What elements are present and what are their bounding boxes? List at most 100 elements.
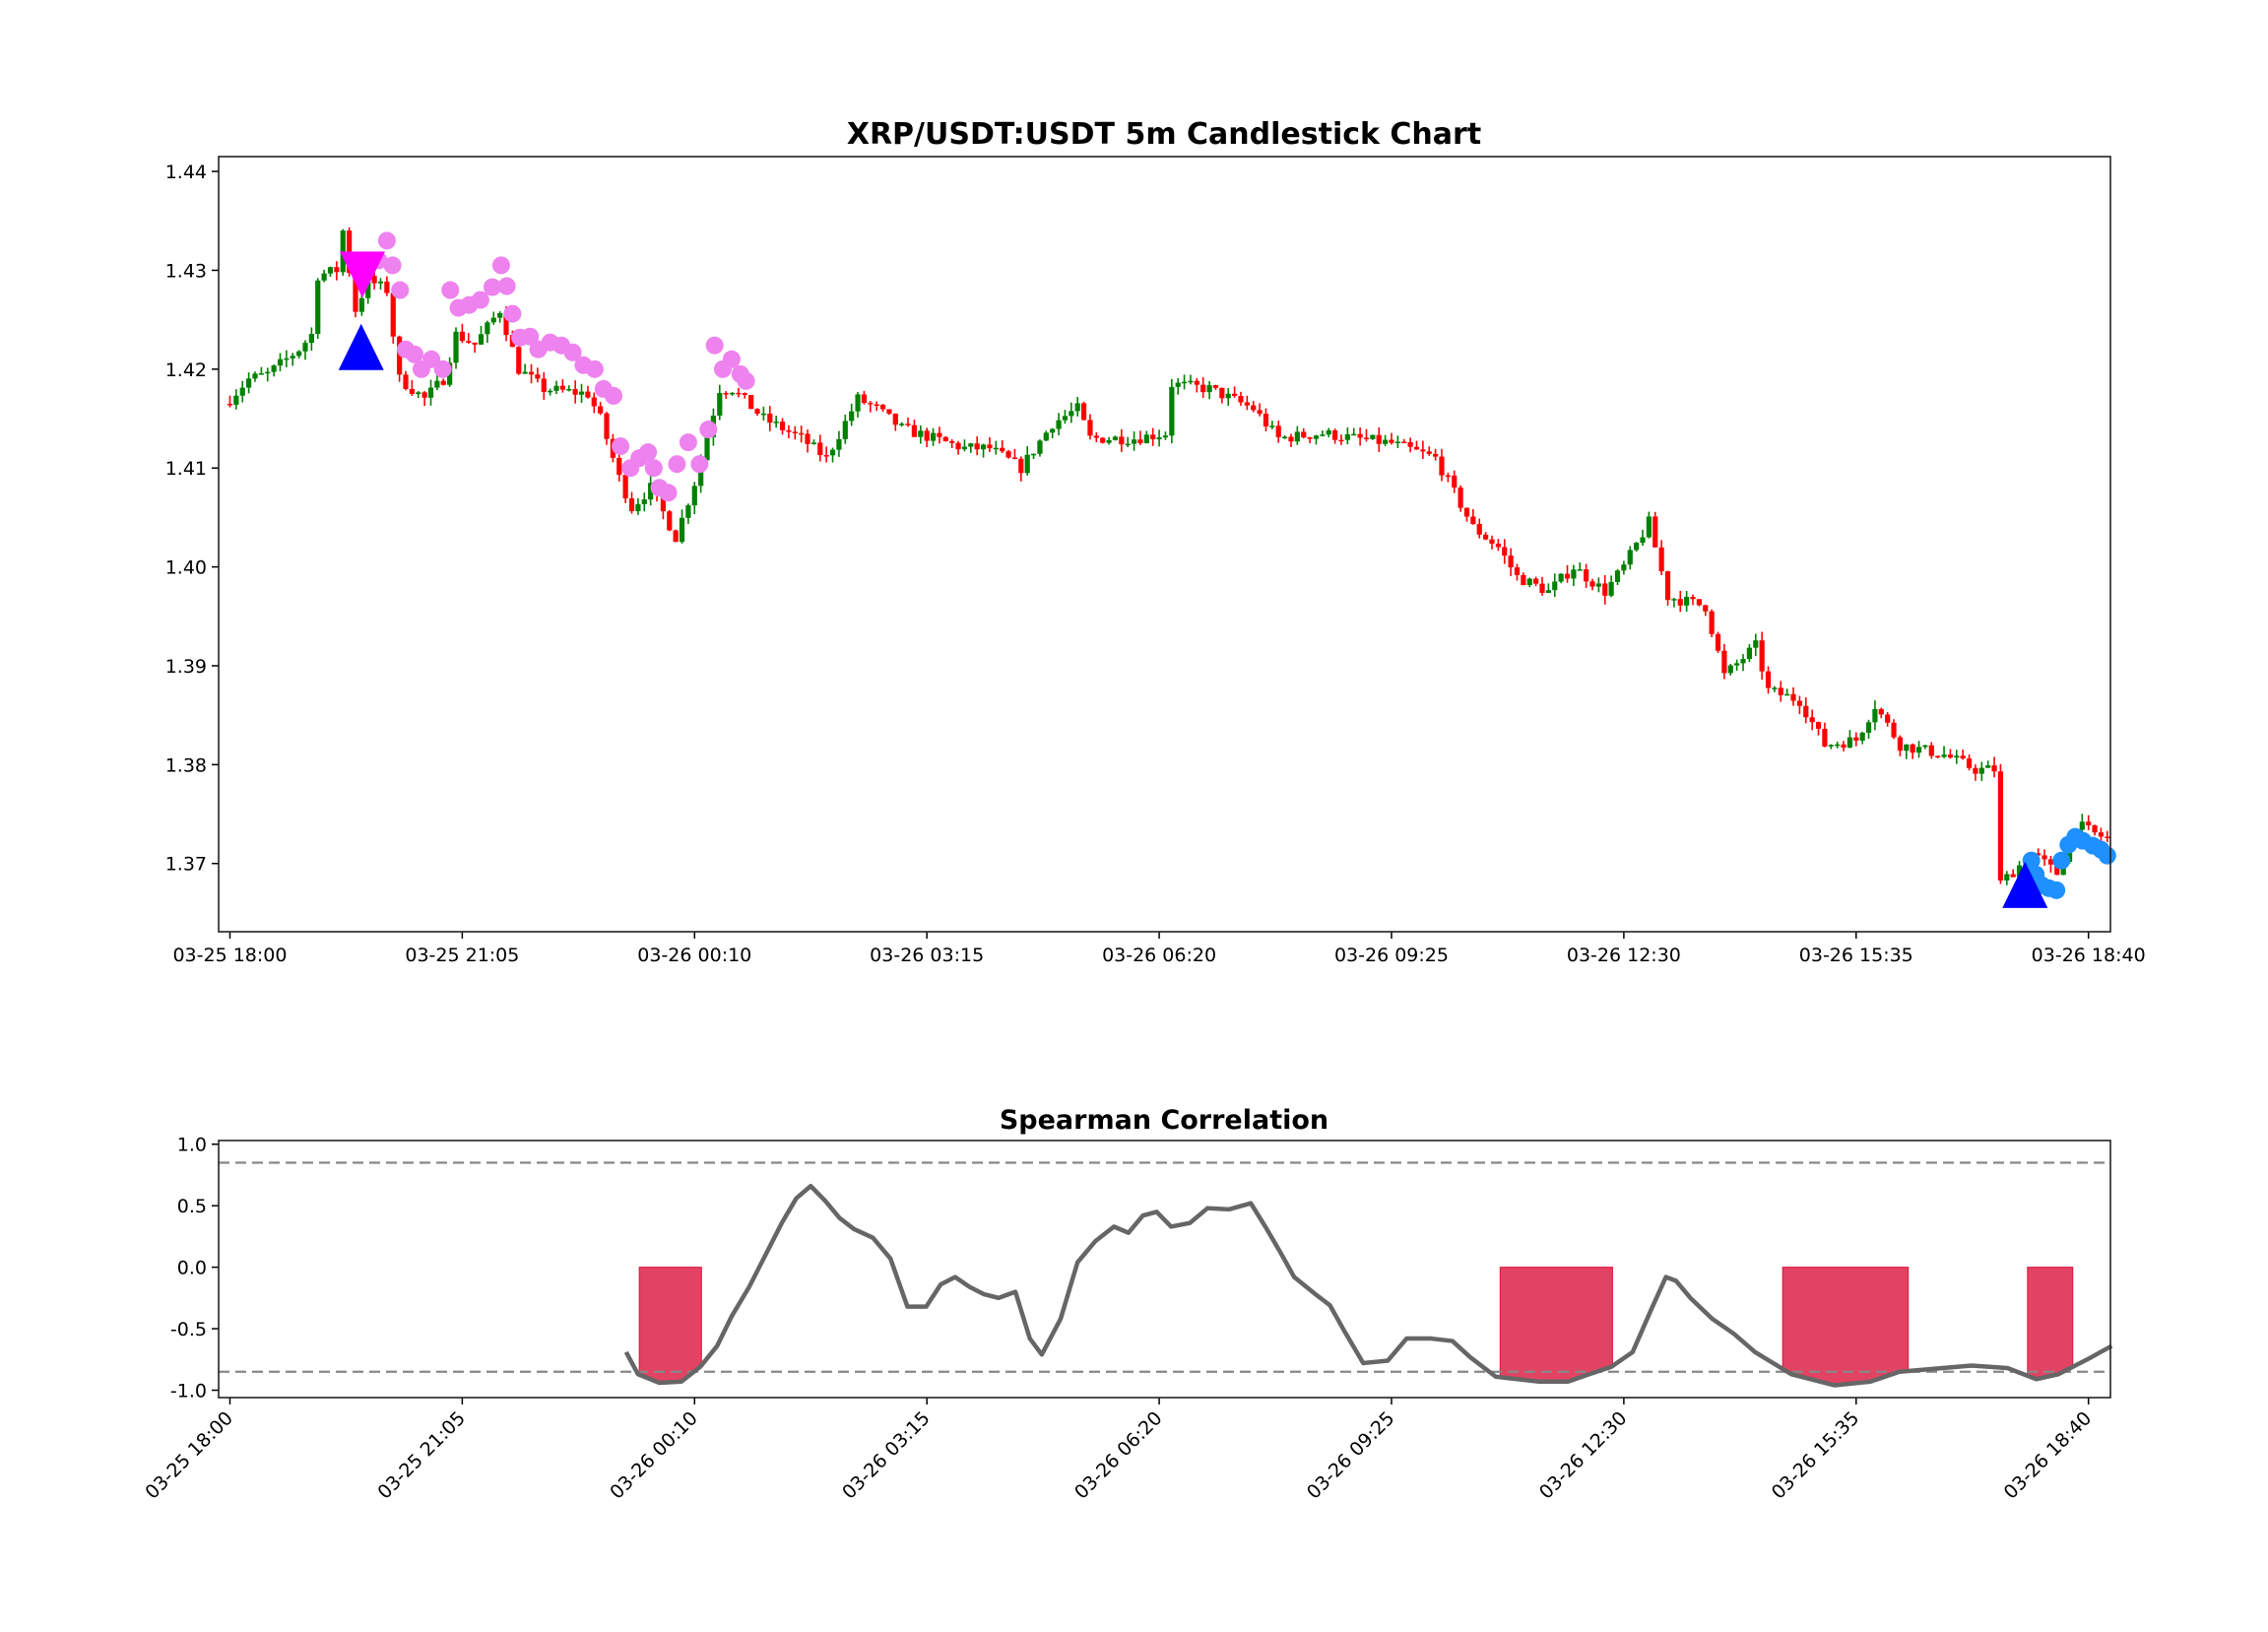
candle-up (1074, 403, 1080, 412)
candle-up (993, 447, 999, 450)
candle-up (308, 333, 314, 344)
violet-signal-dot (644, 459, 663, 478)
violet-signal-dot (659, 484, 678, 502)
candle-down (403, 374, 409, 389)
candle-down (660, 494, 666, 512)
candle-up (1294, 431, 1300, 442)
signal-region-fill (1782, 1267, 1910, 1386)
candle-up (327, 267, 334, 274)
candle-up (265, 371, 271, 374)
candle-down (1664, 571, 1671, 601)
sell-triangle-marker (340, 251, 386, 298)
candle-up (296, 351, 302, 357)
candle-up (961, 446, 968, 450)
violet-signal-dot (722, 350, 741, 368)
candle-up (1671, 599, 1677, 601)
candle-up (453, 331, 459, 363)
candle-down (823, 455, 829, 457)
candle-up (842, 421, 848, 439)
candle-up (566, 389, 572, 391)
candle-up (1634, 543, 1640, 551)
candle-down (1841, 744, 1847, 749)
candle-up (1056, 420, 1062, 429)
candle-up (1621, 564, 1627, 571)
candle-up (1030, 453, 1037, 456)
candle-down (1463, 507, 1470, 517)
candle-up (321, 273, 327, 281)
candle-down (1897, 737, 1904, 751)
candle-up (1746, 647, 1752, 660)
candle-up (2004, 874, 2010, 881)
y-tick-label: 1.43 (165, 260, 207, 282)
blue-signal-dot (2098, 846, 2116, 865)
candle-down (1533, 578, 1539, 584)
candle-down (572, 389, 578, 395)
violet-signal-dot (441, 281, 460, 299)
candle-down (2036, 853, 2041, 856)
candle-down (334, 267, 340, 273)
candle-down (1928, 745, 1934, 756)
candle-down (736, 392, 742, 395)
candle-up (1269, 425, 1275, 427)
candle-down (2010, 874, 2016, 878)
candle-up (1828, 745, 1834, 747)
candle-up (1954, 755, 1960, 758)
signal-region-fill (638, 1267, 702, 1384)
candle-down (1439, 456, 1445, 476)
candle-down (1715, 633, 1721, 651)
x-tick-label: 03-26 12:30 (1535, 1407, 1632, 1504)
candle-down (1709, 611, 1715, 634)
candle-down (1219, 387, 1225, 399)
candle-up (930, 432, 937, 441)
y-tick-label: 1.42 (165, 359, 207, 381)
candle-down (1652, 516, 1658, 548)
candle-down (974, 443, 980, 450)
candle-down (1483, 534, 1489, 540)
candle-down (673, 530, 679, 543)
candle-down (868, 403, 874, 405)
violet-signal-dot (497, 277, 516, 295)
candle-down (459, 331, 465, 342)
candle-up (1784, 693, 1790, 696)
candle-down (1690, 597, 1696, 600)
candle-up (548, 390, 553, 393)
blue-signal-dot (2022, 851, 2041, 870)
candle-down (1363, 437, 1370, 439)
candle-down (1790, 693, 1796, 701)
candle-up (1206, 385, 1212, 393)
candle-up (1181, 381, 1188, 384)
violet-signal-dot (405, 345, 423, 363)
candle-up (416, 392, 421, 394)
candle-down (1301, 431, 1307, 438)
x-tick-label: 03-26 06:20 (1102, 945, 1216, 966)
signal-region-fill (2027, 1267, 2074, 1380)
x-tick-label: 03-26 09:25 (1334, 945, 1449, 966)
y-tick-label: 1.37 (165, 854, 207, 876)
candle-down (472, 342, 478, 345)
candle-up (918, 430, 924, 437)
candle-down (1822, 728, 1828, 747)
candle-up (1281, 436, 1288, 439)
candle-up (635, 503, 641, 511)
candle-down (1194, 380, 1199, 385)
candle-up (1370, 434, 1376, 439)
candle-down (667, 511, 673, 531)
candle-down (604, 413, 610, 439)
violet-signal-dot (491, 256, 510, 275)
candle-up (641, 499, 647, 504)
y-tick-label: 1.40 (165, 557, 207, 579)
candle-up (810, 442, 817, 444)
candle-up (1941, 754, 1947, 757)
x-tick-label: 03-26 03:15 (838, 1407, 935, 1504)
candle-up (258, 373, 264, 375)
candle-down (892, 413, 898, 425)
candle-down (622, 475, 628, 499)
candle-up (648, 483, 654, 500)
candle-down (748, 394, 754, 410)
violet-signal-dot (503, 304, 522, 323)
candle-up (1131, 439, 1137, 444)
violet-signal-dot (639, 443, 658, 462)
candle-down (1420, 449, 1426, 452)
candle-up (698, 460, 704, 487)
candle-up (760, 413, 767, 416)
